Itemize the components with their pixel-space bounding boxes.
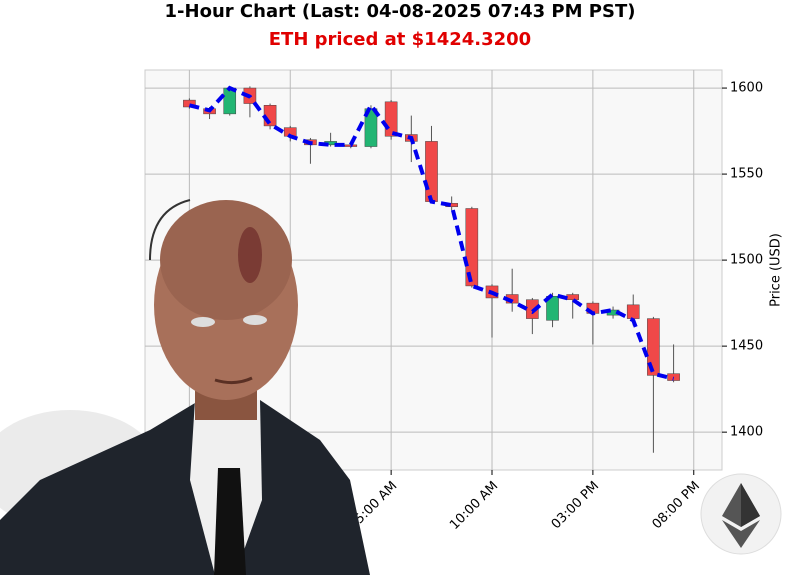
- candle-body: [566, 294, 580, 300]
- y-tick-label: 1500: [730, 253, 763, 268]
- candle-body: [465, 208, 479, 287]
- candle-body: [626, 304, 640, 319]
- x-tick-label: 03:00 PM: [549, 479, 602, 532]
- marks: [183, 85, 680, 453]
- x-tick-label: 10:00 AM: [447, 479, 501, 533]
- person-illustration: [0, 199, 370, 575]
- y-tick-label: 1450: [730, 339, 763, 354]
- candle-body: [647, 318, 660, 376]
- y-axis-label: Price (USD): [769, 233, 784, 307]
- trend-line: [188, 85, 675, 381]
- chart-subtitle: ETH priced at $1424.3200: [269, 29, 531, 50]
- y-tick-label: 1550: [730, 167, 763, 182]
- y-tick-label: 1600: [730, 81, 763, 96]
- candle-body: [384, 101, 398, 137]
- x-tick-label: 08:00 PM: [650, 479, 703, 532]
- eth-logo: [700, 473, 782, 555]
- chart-title: 1-Hour Chart (Last: 04-08-2025 07:43 PM …: [165, 1, 636, 22]
- candle-body: [425, 141, 438, 202]
- y-tick-label: 1400: [730, 425, 763, 440]
